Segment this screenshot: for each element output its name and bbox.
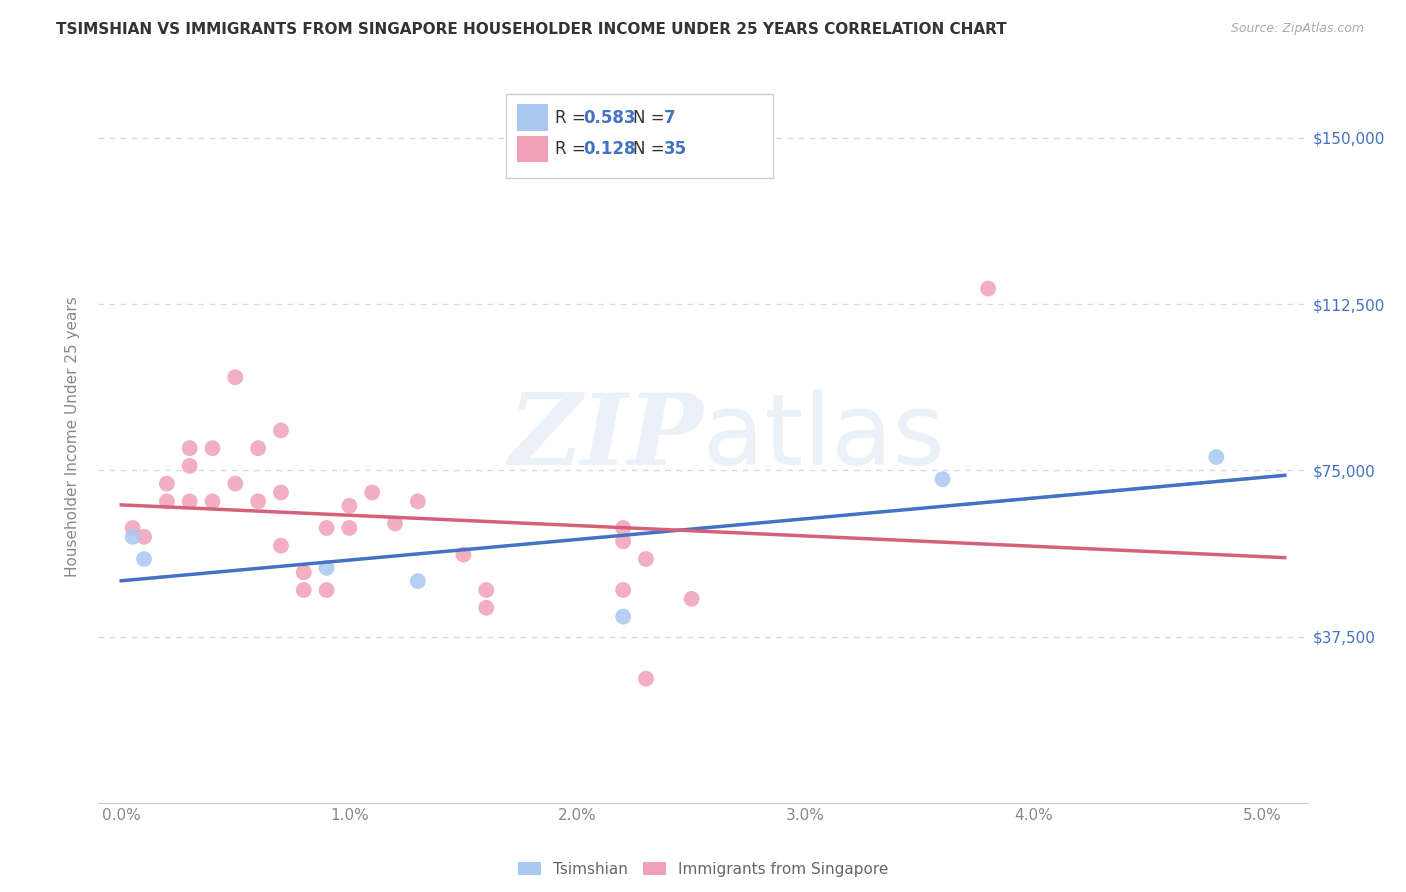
Point: [315, 582, 337, 597]
Text: atlas: atlas: [703, 389, 945, 485]
Point: [612, 521, 634, 535]
Point: [315, 561, 337, 575]
Point: [179, 458, 201, 473]
Text: Source: ZipAtlas.com: Source: ZipAtlas.com: [1230, 22, 1364, 36]
Point: [121, 521, 143, 535]
Point: [384, 516, 406, 531]
Text: 35: 35: [664, 140, 686, 158]
Point: [224, 476, 246, 491]
Point: [121, 530, 143, 544]
Point: [247, 494, 270, 508]
Y-axis label: Householder Income Under 25 years: Householder Income Under 25 years: [65, 297, 80, 577]
Text: 0.128: 0.128: [583, 140, 636, 158]
Point: [247, 441, 270, 455]
Point: [475, 582, 498, 597]
Point: [361, 485, 384, 500]
Point: [612, 582, 634, 597]
Point: [315, 521, 337, 535]
Point: [406, 574, 429, 589]
Point: [292, 566, 315, 580]
Point: [292, 582, 315, 597]
Text: N =: N =: [633, 109, 669, 127]
Point: [612, 609, 634, 624]
Point: [406, 494, 429, 508]
Text: 7: 7: [664, 109, 675, 127]
Point: [270, 424, 292, 438]
Point: [156, 476, 179, 491]
Point: [931, 472, 953, 486]
Point: [337, 499, 360, 513]
Point: [132, 552, 155, 566]
Legend: Tsimshian, Immigrants from Singapore: Tsimshian, Immigrants from Singapore: [512, 855, 894, 883]
Point: [634, 552, 657, 566]
Point: [156, 494, 179, 508]
Text: R =: R =: [555, 109, 592, 127]
Point: [179, 441, 201, 455]
Text: ZIP: ZIP: [508, 389, 703, 485]
Point: [612, 534, 634, 549]
Point: [475, 600, 498, 615]
Point: [224, 370, 246, 384]
Text: 0.583: 0.583: [583, 109, 636, 127]
Point: [270, 539, 292, 553]
Point: [681, 591, 703, 606]
Point: [337, 521, 360, 535]
Point: [453, 548, 475, 562]
Text: R =: R =: [555, 140, 592, 158]
Point: [1205, 450, 1227, 464]
Point: [179, 494, 201, 508]
Point: [634, 672, 657, 686]
Point: [270, 485, 292, 500]
Point: [201, 494, 224, 508]
Point: [977, 282, 1000, 296]
Text: TSIMSHIAN VS IMMIGRANTS FROM SINGAPORE HOUSEHOLDER INCOME UNDER 25 YEARS CORRELA: TSIMSHIAN VS IMMIGRANTS FROM SINGAPORE H…: [56, 22, 1007, 37]
Text: N =: N =: [633, 140, 669, 158]
Point: [201, 441, 224, 455]
Point: [132, 530, 155, 544]
